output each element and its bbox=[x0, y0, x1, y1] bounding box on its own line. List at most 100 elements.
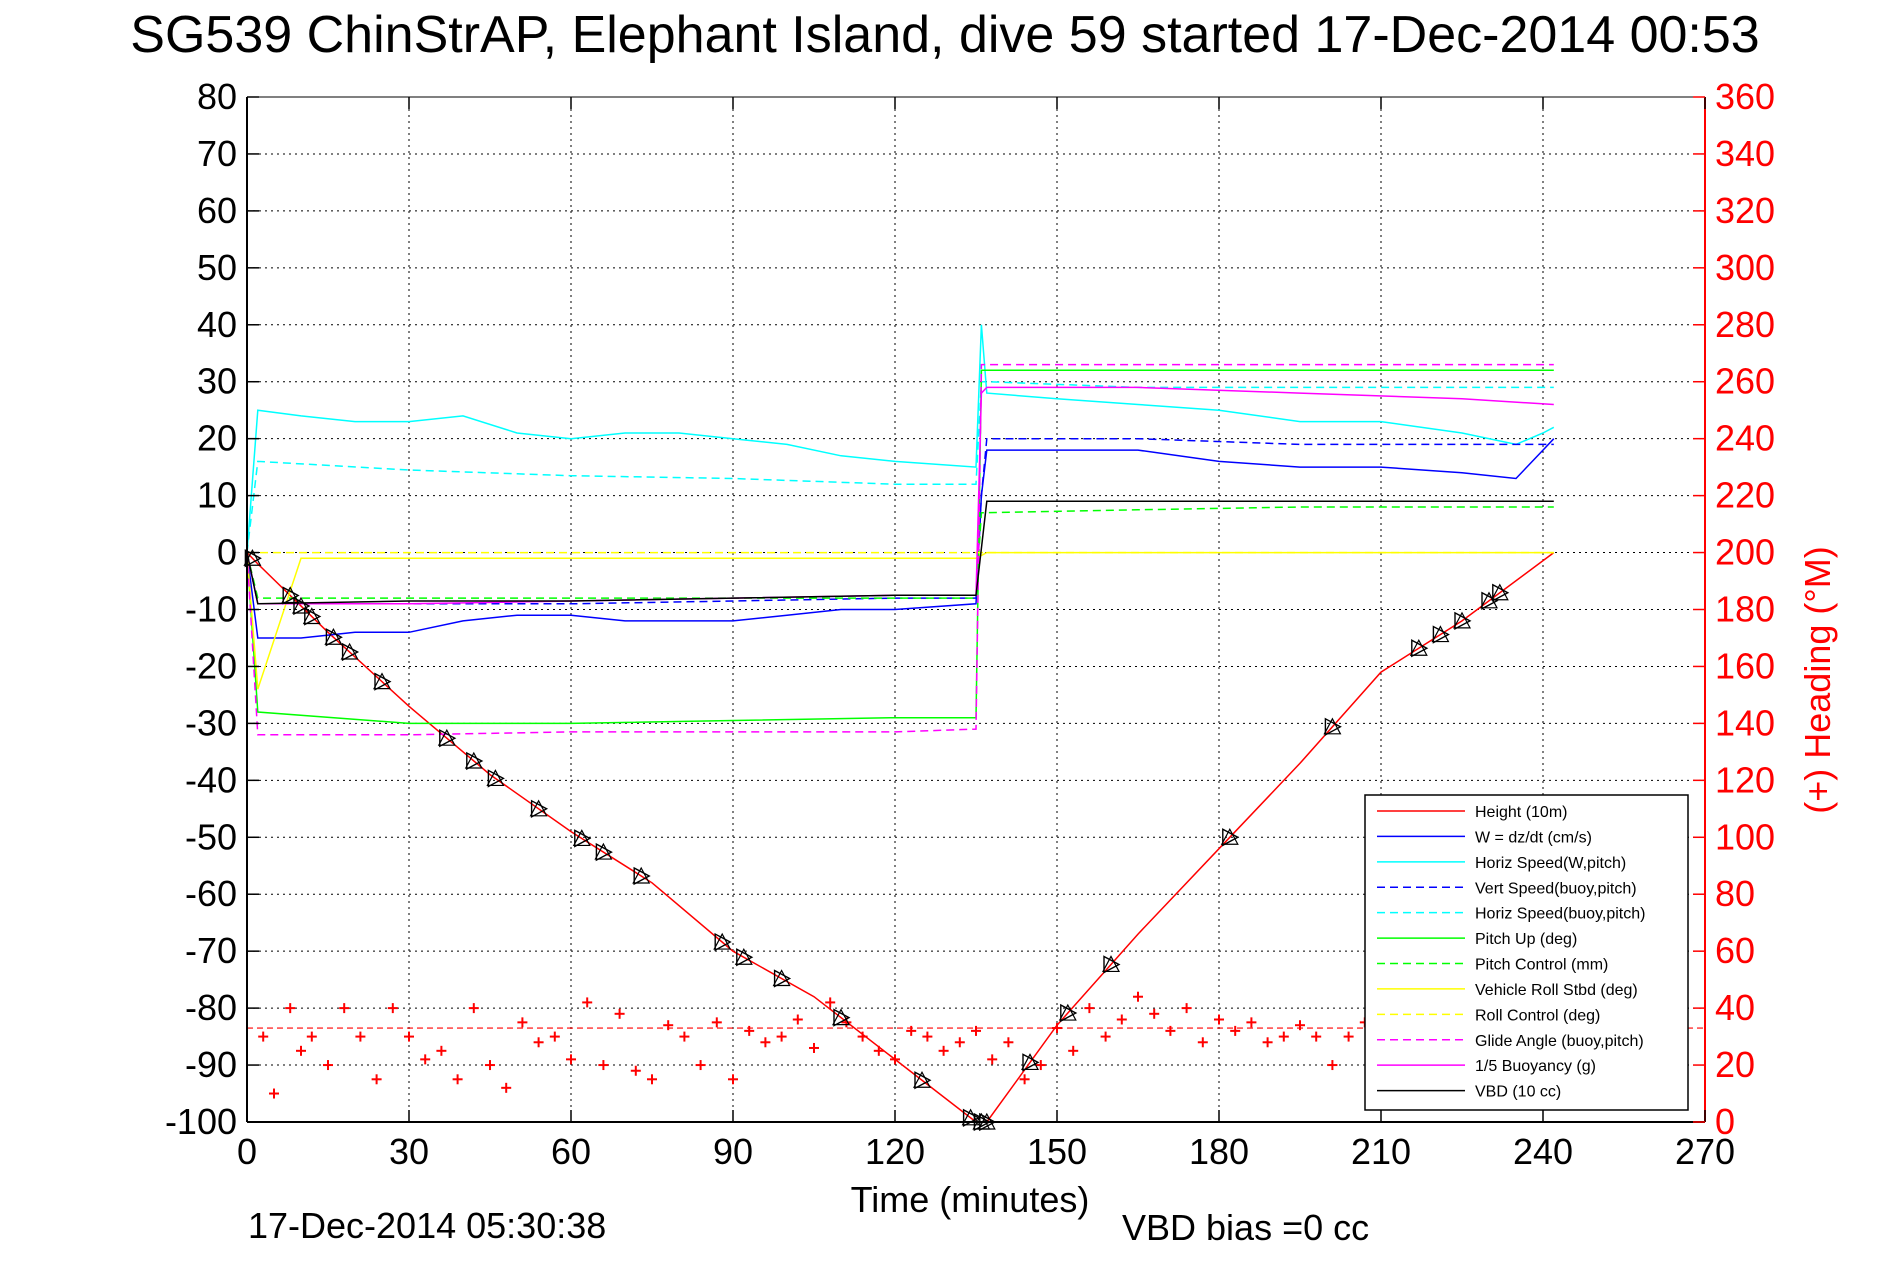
legend-label: Vehicle Roll Stbd (deg) bbox=[1475, 982, 1638, 999]
heading-marker bbox=[598, 1060, 609, 1071]
heading-marker bbox=[269, 1088, 279, 1099]
triangle-marker bbox=[595, 842, 613, 862]
y2-tick-label: 60 bbox=[1715, 930, 1755, 971]
x-tick-label: 210 bbox=[1351, 1131, 1411, 1172]
y2-tick-label: 80 bbox=[1715, 873, 1755, 914]
heading-marker bbox=[1311, 1031, 1322, 1042]
legend-label: 1/5 Buoyancy (g) bbox=[1475, 1058, 1596, 1075]
legend-label: Glide Angle (buoy,pitch) bbox=[1475, 1033, 1644, 1050]
y-tick-label: -20 bbox=[185, 645, 237, 686]
x-tick-label: 90 bbox=[713, 1131, 753, 1172]
y-tick-label: 40 bbox=[197, 304, 237, 345]
series-line-4 bbox=[246, 380, 1554, 553]
triangle-marker-inner bbox=[486, 769, 505, 787]
heading-marker bbox=[1327, 1060, 1338, 1071]
heading-marker bbox=[1295, 1020, 1305, 1031]
y2-tick-label: 180 bbox=[1715, 589, 1775, 630]
y2-tick-label: 140 bbox=[1715, 702, 1775, 743]
y-tick-label: -90 bbox=[185, 1044, 237, 1085]
triangle-marker bbox=[439, 729, 457, 748]
heading-marker bbox=[1003, 1037, 1014, 1048]
heading-marker bbox=[1116, 1014, 1127, 1025]
heading-marker bbox=[614, 1008, 625, 1019]
series-line-9 bbox=[246, 363, 1554, 736]
y2-tick-label: 160 bbox=[1715, 645, 1775, 686]
y2-tick-label: 240 bbox=[1715, 418, 1775, 459]
heading-marker bbox=[501, 1082, 512, 1093]
y2-tick-label: 120 bbox=[1715, 759, 1775, 800]
heading-marker bbox=[744, 1025, 755, 1036]
x-tick-label: 60 bbox=[551, 1131, 591, 1172]
legend-label: Horiz Speed(buoy,pitch) bbox=[1475, 906, 1645, 923]
series-layer bbox=[246, 324, 1555, 1123]
triangle-marker bbox=[325, 628, 343, 647]
triangle-marker-inner bbox=[594, 842, 613, 860]
triangle-marker-inner bbox=[1021, 1053, 1039, 1071]
heading-marker bbox=[679, 1031, 690, 1042]
y2-tick-label: 280 bbox=[1715, 304, 1775, 345]
y2-tick-label: 40 bbox=[1715, 987, 1755, 1028]
y-tick-label: -70 bbox=[185, 930, 237, 971]
series-line-3 bbox=[246, 437, 1554, 605]
series-line-2 bbox=[246, 324, 1555, 553]
series-line-11 bbox=[246, 500, 1554, 605]
series-line-1 bbox=[246, 438, 1555, 639]
legend-label: Pitch Control (mm) bbox=[1475, 957, 1608, 974]
x-tick-label: 120 bbox=[865, 1131, 925, 1172]
y-tick-label: -40 bbox=[185, 759, 237, 800]
heading-marker bbox=[582, 997, 593, 1008]
y2-axis-label: (+) Heading (°M) bbox=[1797, 546, 1838, 813]
y2-tick-label: 300 bbox=[1715, 247, 1775, 288]
heading-marker bbox=[792, 1014, 803, 1025]
y2-tick-label: 340 bbox=[1715, 133, 1775, 174]
heading-marker bbox=[776, 1031, 787, 1042]
heading-marker bbox=[1149, 1008, 1160, 1019]
y2-tick-label: 100 bbox=[1715, 816, 1775, 857]
heading-marker bbox=[1230, 1025, 1241, 1036]
heading-marker bbox=[760, 1037, 771, 1048]
triangle-marker bbox=[244, 549, 262, 568]
heading-marker bbox=[1068, 1045, 1079, 1056]
y2-tick-label: 220 bbox=[1715, 475, 1775, 516]
heading-marker bbox=[285, 1003, 296, 1014]
legend-label: Vert Speed(buoy,pitch) bbox=[1475, 880, 1637, 897]
heading-marker bbox=[873, 1045, 884, 1056]
triangle-marker-inner bbox=[772, 969, 791, 987]
triangle-marker-inner bbox=[1409, 638, 1428, 656]
heading-marker bbox=[1035, 1060, 1046, 1071]
triangle-marker bbox=[466, 751, 484, 771]
legend-label: Horiz Speed(W,pitch) bbox=[1475, 855, 1626, 872]
y-tick-label: 70 bbox=[197, 133, 237, 174]
footer-vbd-bias: VBD bias =0 cc bbox=[1122, 1207, 1369, 1248]
heading-marker bbox=[1165, 1025, 1176, 1036]
triangle-marker-inner bbox=[281, 586, 300, 604]
heading-marker bbox=[468, 1003, 479, 1014]
heading-marker bbox=[906, 1025, 917, 1036]
heading-marker bbox=[1181, 1003, 1192, 1014]
heading-marker bbox=[436, 1045, 447, 1056]
triangle-marker bbox=[1060, 1003, 1078, 1023]
triangle-marker-inner bbox=[734, 947, 753, 965]
heading-marker bbox=[258, 1031, 269, 1042]
heading-marker bbox=[517, 1017, 528, 1028]
heading-marker bbox=[420, 1054, 431, 1065]
y2-tick-label: 260 bbox=[1715, 361, 1775, 402]
heading-marker bbox=[306, 1031, 317, 1042]
triangle-marker bbox=[736, 948, 754, 967]
y-tick-label: 10 bbox=[197, 475, 237, 516]
heading-marker bbox=[1100, 1031, 1111, 1042]
triangle-marker bbox=[833, 1008, 851, 1027]
y2-tick-label: 360 bbox=[1715, 76, 1775, 117]
triangle-marker bbox=[1324, 717, 1342, 736]
y-tick-label: 0 bbox=[217, 532, 237, 573]
heading-marker bbox=[809, 1042, 819, 1053]
triangle-marker-inner bbox=[1490, 583, 1509, 601]
heading-marker bbox=[890, 1054, 900, 1065]
triangle-marker-inner bbox=[632, 866, 651, 884]
y-tick-label: -10 bbox=[185, 589, 237, 630]
triangle-marker bbox=[1432, 625, 1450, 644]
triangle-marker-inner bbox=[302, 607, 321, 625]
chart-title: SG539 ChinStrAP, Elephant Island, dive 5… bbox=[130, 6, 1759, 64]
triangle-marker-inner bbox=[292, 596, 310, 614]
